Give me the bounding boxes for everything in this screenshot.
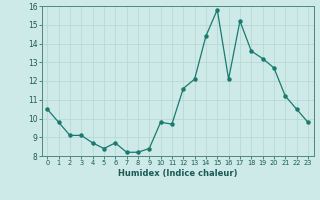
X-axis label: Humidex (Indice chaleur): Humidex (Indice chaleur)	[118, 169, 237, 178]
